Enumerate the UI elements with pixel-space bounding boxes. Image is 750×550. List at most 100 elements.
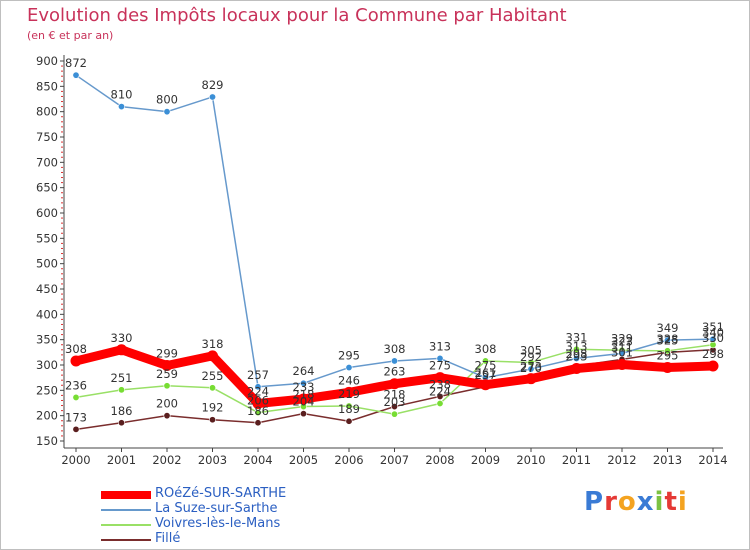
data-point (527, 365, 535, 373)
data-label: 263 (384, 365, 406, 379)
data-label: 340 (702, 326, 724, 340)
y-tick-label: 600 (36, 206, 58, 220)
data-label: 292 (520, 350, 542, 364)
data-point (72, 71, 80, 79)
data-label: 173 (65, 410, 87, 424)
data-point (343, 386, 355, 398)
logo-letter: i (677, 487, 688, 517)
data-point (572, 354, 580, 362)
x-tick-label: 2007 (380, 453, 409, 467)
data-label: 293 (566, 350, 588, 364)
data-label: 224 (247, 385, 269, 399)
proxiti-logo: Proxiti (584, 487, 688, 517)
chart-series-layer (70, 71, 719, 433)
data-label: 186 (247, 404, 269, 418)
data-point (345, 402, 353, 410)
data-point (390, 410, 398, 418)
data-label: 257 (247, 368, 269, 382)
data-label: 829 (202, 78, 224, 92)
data-label: 218 (293, 388, 315, 402)
x-tick-label: 2009 (471, 453, 500, 467)
chart-title: Evolution des Impôts locaux pour la Comm… (27, 5, 567, 26)
data-label: 323 (611, 334, 633, 348)
x-tick-label: 2003 (198, 453, 227, 467)
data-label: 329 (611, 331, 633, 345)
x-tick-label: 2001 (107, 453, 136, 467)
data-point (390, 357, 398, 365)
data-label: 298 (702, 347, 724, 361)
data-point (663, 347, 671, 355)
data-label: 257 (475, 368, 497, 382)
logo-letter: i (654, 487, 665, 517)
data-point (163, 412, 171, 420)
y-tick-label: 650 (36, 181, 58, 195)
data-label: 275 (429, 359, 451, 373)
y-tick-label: 500 (36, 257, 58, 271)
data-label: 313 (429, 339, 451, 353)
data-label: 311 (611, 340, 633, 354)
x-tick-label: 2014 (698, 453, 727, 467)
x-tick-label: 2002 (152, 453, 181, 467)
data-label: 318 (202, 337, 224, 351)
data-point (163, 108, 171, 116)
data-point (72, 425, 80, 433)
data-label: 800 (156, 93, 178, 107)
data-label: 330 (702, 331, 724, 345)
data-point (209, 384, 217, 392)
data-label: 189 (338, 402, 360, 416)
y-tick-label: 350 (36, 333, 58, 347)
data-label: 313 (566, 339, 588, 353)
data-label: 219 (338, 387, 360, 401)
data-label: 305 (520, 343, 542, 357)
data-label: 246 (338, 373, 360, 387)
data-label: 810 (111, 88, 133, 102)
data-point (662, 362, 673, 374)
data-label: 308 (65, 342, 87, 356)
data-point (254, 419, 262, 427)
data-label: 264 (293, 364, 315, 378)
data-point (209, 93, 217, 101)
data-point (163, 382, 171, 390)
x-tick-label: 2011 (562, 453, 591, 467)
data-point (436, 400, 444, 408)
legend-label: La Suze-sur-Sarthe (155, 501, 278, 516)
data-label: 308 (475, 342, 497, 356)
data-label: 261 (475, 366, 497, 380)
x-tick-label: 2008 (425, 453, 454, 467)
data-label: 331 (566, 330, 588, 344)
data-point (299, 379, 307, 387)
legend-label: Fillé (155, 531, 181, 546)
logo-letter: P (584, 487, 605, 517)
data-point (299, 410, 307, 418)
data-point (436, 354, 444, 362)
y-tick-label: 750 (36, 130, 58, 144)
data-point (389, 378, 400, 390)
data-point (118, 103, 126, 111)
y-tick-label: 800 (36, 105, 58, 119)
data-point (161, 360, 173, 372)
x-tick-label: 2004 (243, 453, 272, 467)
data-label: 298 (566, 347, 588, 361)
x-tick-label: 2010 (516, 453, 545, 467)
data-point (252, 398, 264, 410)
data-point (118, 386, 126, 394)
y-tick-label: 700 (36, 155, 58, 169)
data-point (434, 372, 446, 384)
y-tick-label: 300 (36, 358, 58, 372)
data-point (116, 344, 127, 356)
data-label: 204 (293, 395, 315, 409)
data-label: 275 (475, 359, 497, 373)
data-label: 259 (156, 367, 178, 381)
data-label: 295 (338, 349, 360, 363)
data-point (571, 363, 582, 375)
data-label: 218 (384, 388, 406, 402)
legend-label: Voivres-lès-le-Mans (155, 516, 281, 531)
legend-swatch-fille (101, 539, 151, 541)
data-label: 192 (202, 401, 224, 415)
data-point (663, 336, 671, 344)
x-tick-label: 2006 (334, 453, 363, 467)
data-point (345, 364, 353, 372)
